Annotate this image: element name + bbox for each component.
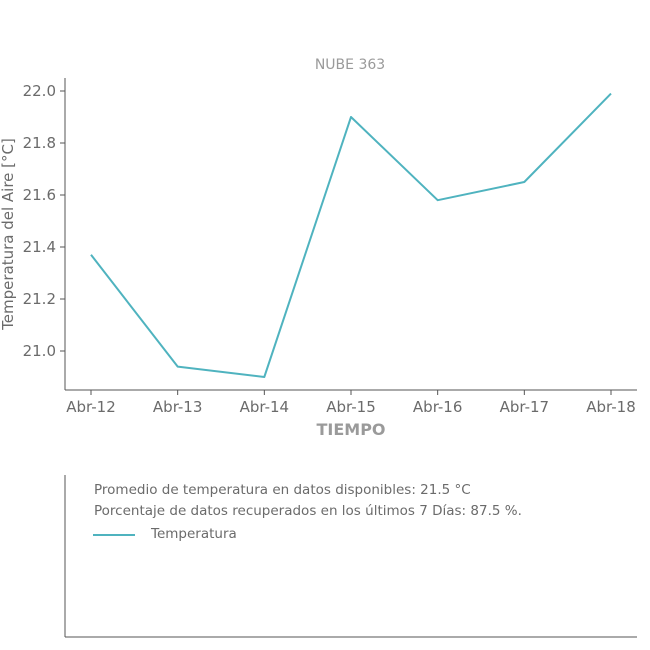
y-tick-label: 21.6 [23, 186, 56, 204]
x-tick-label: Abr-12 [66, 398, 116, 416]
y-tick-label: 21.8 [23, 134, 56, 152]
y-tick-label: 21.4 [23, 238, 56, 256]
x-tick-label: Abr-18 [586, 398, 636, 416]
y-tick-label: 21.2 [23, 290, 56, 308]
x-tick-label: Abr-16 [413, 398, 463, 416]
y-ticks: 21.0 21.2 21.4 21.6 21.8 22.0 [23, 82, 65, 360]
x-tick-label: Abr-14 [240, 398, 290, 416]
legend-label: Temperatura [150, 526, 237, 542]
y-tick-label: 22.0 [23, 82, 56, 100]
average-note: Promedio de temperatura en datos disponi… [94, 482, 471, 498]
chart-title: NUBE 363 [315, 57, 385, 73]
x-tick-label: Abr-13 [153, 398, 203, 416]
x-ticks: Abr-12 Abr-13 Abr-14 Abr-15 Abr-16 Abr-17 Abr-… [66, 390, 636, 416]
y-tick-label: 21.0 [23, 342, 56, 360]
x-tick-label: Abr-15 [326, 398, 376, 416]
y-axis-label: Temperatura del Aire [°C] [0, 138, 17, 331]
x-axis-label: TIEMPO [316, 420, 385, 439]
recovery-note: Porcentaje de datos recuperados en los ú… [94, 503, 522, 519]
x-tick-label: Abr-17 [500, 398, 550, 416]
series-line-temperatura [90, 92, 612, 378]
